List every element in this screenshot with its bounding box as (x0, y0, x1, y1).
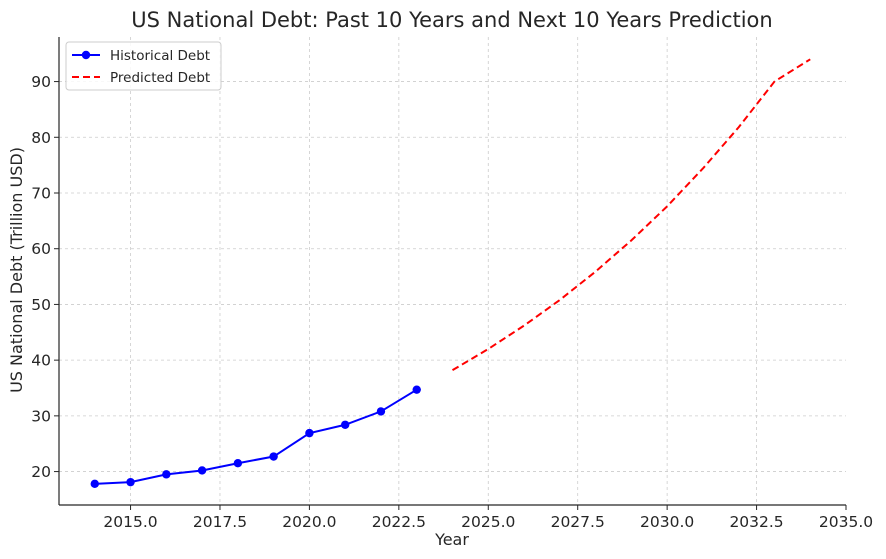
chart-title: US National Debt: Past 10 Years and Next… (131, 8, 772, 32)
y-tick-label: 90 (31, 73, 51, 91)
series-layer (90, 58, 811, 489)
data-point (376, 407, 386, 416)
data-point (197, 466, 207, 475)
x-tick-label: 2020.0 (282, 513, 336, 531)
x-tick-label: 2022.5 (372, 513, 426, 531)
x-tick-label: 2025.0 (461, 513, 515, 531)
data-point (340, 420, 350, 429)
x-tick-label: 2032.5 (729, 513, 783, 531)
grid-lines (59, 37, 846, 505)
legend-label-2: Predicted Debt (110, 70, 210, 86)
legend: Historical Debt Predicted Debt (65, 41, 222, 91)
x-tick-label: 2017.5 (193, 513, 247, 531)
legend-box (65, 41, 222, 91)
data-point (269, 452, 278, 461)
y-tick-label: 70 (31, 185, 51, 203)
x-axis-ticks: 2015.0 2017.5 2020.0 2022.5 2025.0 2027.5 2030… (103, 505, 873, 531)
series-line-1 (94, 388, 418, 485)
data-point (126, 477, 135, 487)
y-tick-label: 40 (31, 352, 51, 370)
legend-label-1: Historical Debt (110, 48, 210, 64)
data-point (90, 479, 99, 489)
data-point (305, 428, 314, 438)
x-tick-label: 2035.0 (819, 513, 873, 531)
y-axis-ticks: 20 30 40 50 60 70 80 90 (31, 73, 59, 481)
data-point (412, 385, 421, 394)
data-point (162, 470, 171, 479)
data-point (233, 459, 243, 468)
y-tick-label: 20 (31, 463, 51, 481)
legend-marker (81, 50, 91, 60)
x-axis-label: Year (434, 530, 469, 549)
series-line-2 (451, 58, 811, 372)
y-tick-label: 50 (31, 296, 51, 314)
y-tick-label: 60 (31, 240, 51, 258)
x-tick-label: 2015.0 (103, 513, 157, 531)
y-tick-label: 80 (31, 129, 51, 147)
y-axis-label: US National Debt (Trillion USD) (7, 147, 26, 393)
y-tick-label: 30 (31, 407, 51, 425)
x-tick-label: 2027.5 (551, 513, 605, 531)
x-tick-label: 2030.0 (640, 513, 694, 531)
axes (58, 37, 846, 506)
